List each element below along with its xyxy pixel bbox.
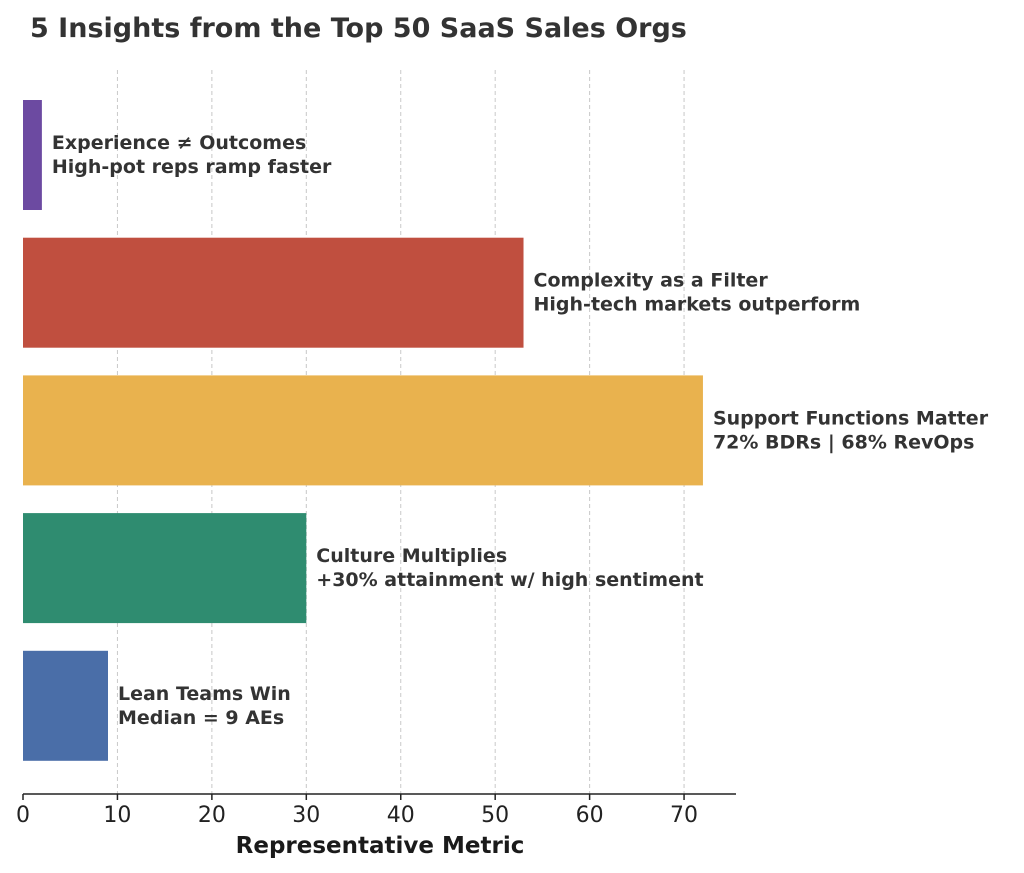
bar-label-0: Experience ≠ Outcomes High-pot reps ramp … bbox=[52, 132, 332, 178]
x-axis: 0 10 20 30 40 50 60 70 bbox=[16, 793, 736, 828]
bar-label-1-line-1: High-tech markets outperform bbox=[534, 294, 861, 316]
bar-label-1-line-0: Complexity as a Filter bbox=[534, 270, 769, 292]
bar-label-2-line-1: 72% BDRs | 68% RevOps bbox=[713, 431, 975, 453]
x-tick-label-60: 60 bbox=[576, 803, 604, 828]
bar-label-3-line-1: +30% attainment w/ high sentiment bbox=[316, 569, 703, 591]
bar-4 bbox=[23, 650, 108, 761]
x-tick-label-30: 30 bbox=[292, 803, 320, 828]
x-tick-label-40: 40 bbox=[387, 803, 415, 828]
bars bbox=[23, 100, 703, 761]
bar-label-3: Culture Multiplies +30% attainment w/ hig… bbox=[316, 545, 703, 591]
x-tick-label-0: 0 bbox=[16, 803, 30, 828]
bar-label-1: Complexity as a Filter High-tech markets … bbox=[534, 270, 861, 316]
bar-0 bbox=[23, 100, 42, 210]
x-tick-label-20: 20 bbox=[198, 803, 226, 828]
bar-label-3-line-0: Culture Multiplies bbox=[316, 545, 507, 567]
bar-1 bbox=[23, 237, 524, 348]
bar-2 bbox=[23, 375, 703, 486]
bar-label-2-line-0: Support Functions Matter bbox=[713, 407, 989, 429]
bar-label-0-line-1: High-pot reps ramp faster bbox=[52, 156, 332, 178]
bar-3 bbox=[23, 513, 307, 624]
chart-title: 5 Insights from the Top 50 SaaS Sales Or… bbox=[30, 13, 687, 44]
bar-labels: Experience ≠ Outcomes High-pot reps ramp … bbox=[52, 132, 989, 729]
bar-label-4-line-1: Median = 9 AEs bbox=[118, 707, 284, 729]
bar-label-4: Lean Teams Win Median = 9 AEs bbox=[118, 683, 291, 729]
grid-lines bbox=[116, 70, 685, 794]
bar-label-2: Support Functions Matter 72% BDRs | 68% R… bbox=[713, 407, 989, 453]
bar-label-0-line-0: Experience ≠ Outcomes bbox=[52, 132, 306, 154]
x-tick-label-50: 50 bbox=[481, 803, 509, 828]
bar-label-4-line-0: Lean Teams Win bbox=[118, 683, 291, 705]
x-tick-label-10: 10 bbox=[103, 803, 131, 828]
x-axis-label: Representative Metric bbox=[236, 833, 525, 859]
x-tick-label-70: 70 bbox=[670, 803, 698, 828]
